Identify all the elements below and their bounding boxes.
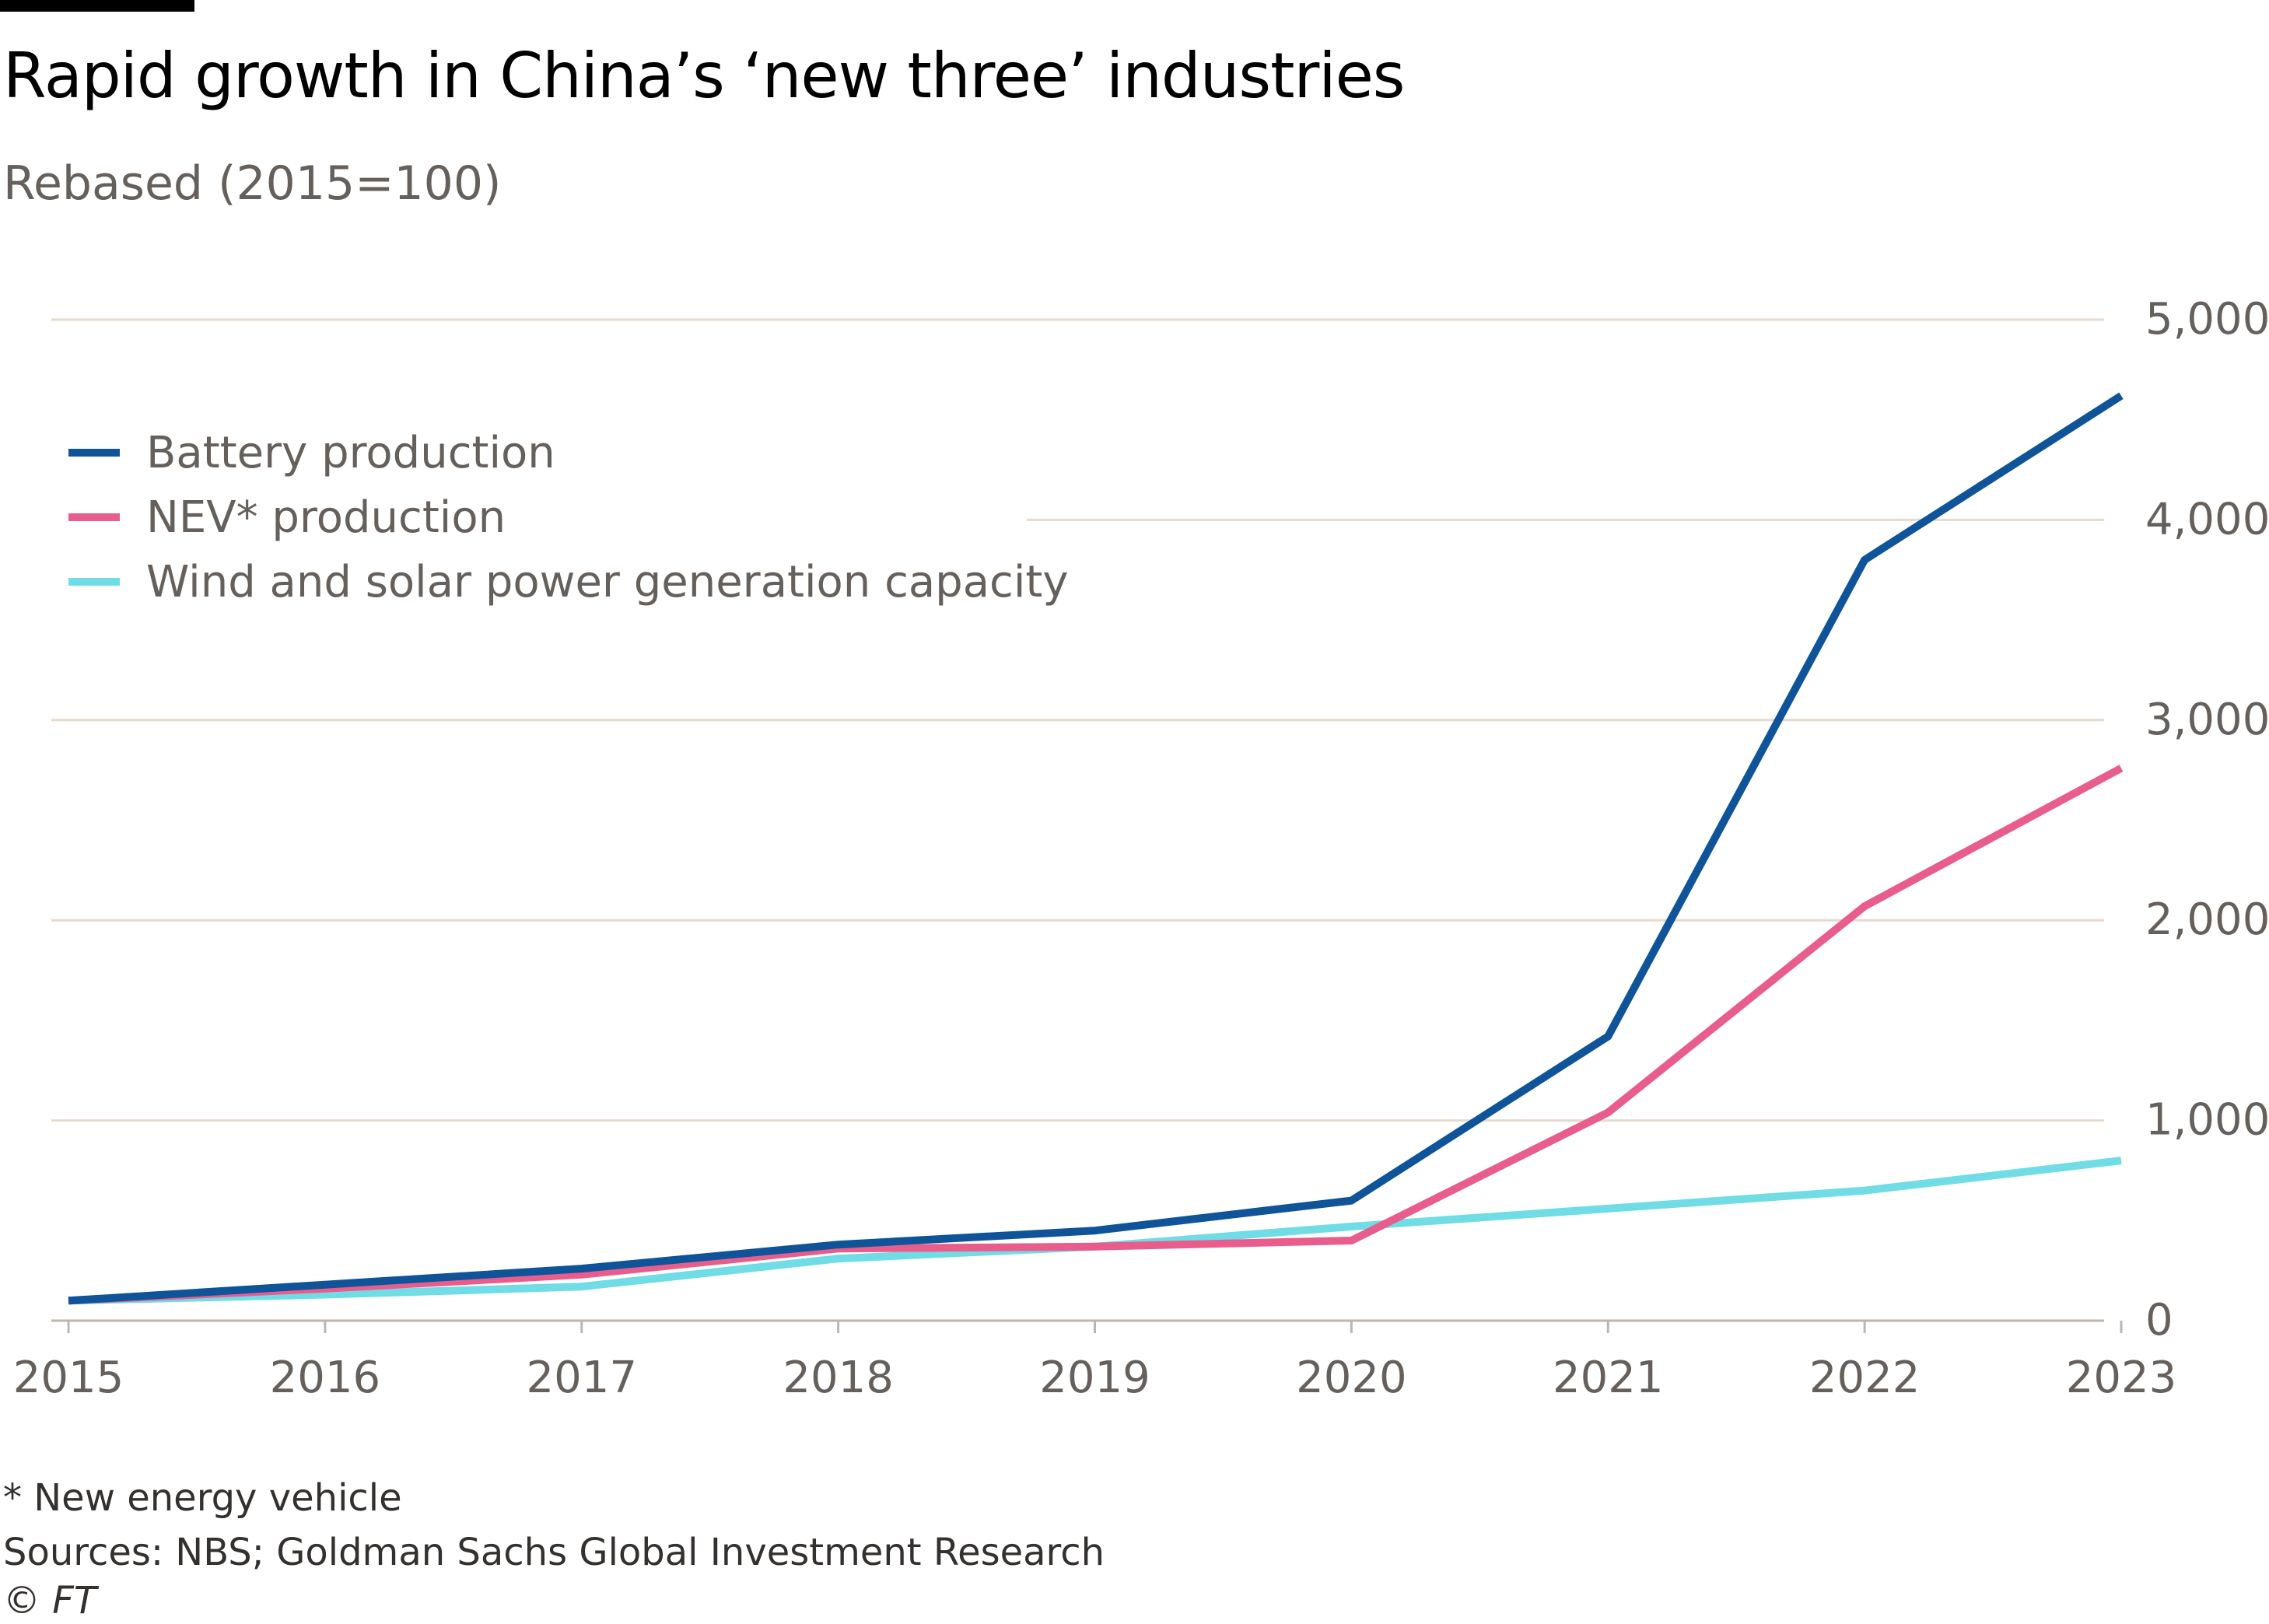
y-tick-label: 4,000 [2145,494,2269,544]
legend-label: NEV* production [146,492,506,543]
y-tick-label: 3,000 [2145,695,2269,745]
footnote-copyright: © FT [3,1579,97,1622]
brand-bar [0,0,194,12]
y-axis-tick-labels: 0 1,000 2,000 3,000 4,000 5,000 [2145,294,2269,1346]
series-line-battery-production [68,392,2124,1305]
footnote-nev-definition: * New energy vehicle [3,1476,402,1520]
x-tick-label: 2016 [270,1353,381,1403]
y-tick-label: 5,000 [2145,294,2269,345]
footnote-sources: Sources: NBS; Goldman Sachs Global Inves… [3,1531,1105,1574]
x-tick-label: 2020 [1296,1353,1407,1403]
gridlines [51,318,2104,1122]
series-line-nev-production [68,765,2124,1305]
legend: Battery production NEV* production Wind an… [68,428,1069,607]
x-tick-label: 2015 [13,1353,124,1403]
series-lines [68,392,2124,1305]
x-tick-label: 2021 [1553,1353,1664,1403]
chart-subtitle: Rebased (2015=100) [3,156,502,211]
legend-label: Battery production [146,428,555,478]
y-tick-label: 1,000 [2145,1095,2269,1146]
y-tick-label: 0 [2145,1295,2173,1346]
chart-title: Rapid growth in China’s ‘new three’ indu… [3,40,1405,112]
x-tick-label: 2018 [783,1353,894,1403]
x-tick-label: 2022 [1809,1353,1921,1403]
x-axis: 2015 2016 2017 2018 2019 2020 2021 2022 2023 [13,1319,2177,1403]
x-tick-label: 2017 [526,1353,637,1403]
y-tick-label: 2,000 [2145,894,2269,945]
x-tick-label: 2019 [1039,1353,1150,1403]
x-tick-label: 2023 [2066,1353,2177,1403]
legend-label: Wind and solar power generation capacity [146,557,1069,607]
